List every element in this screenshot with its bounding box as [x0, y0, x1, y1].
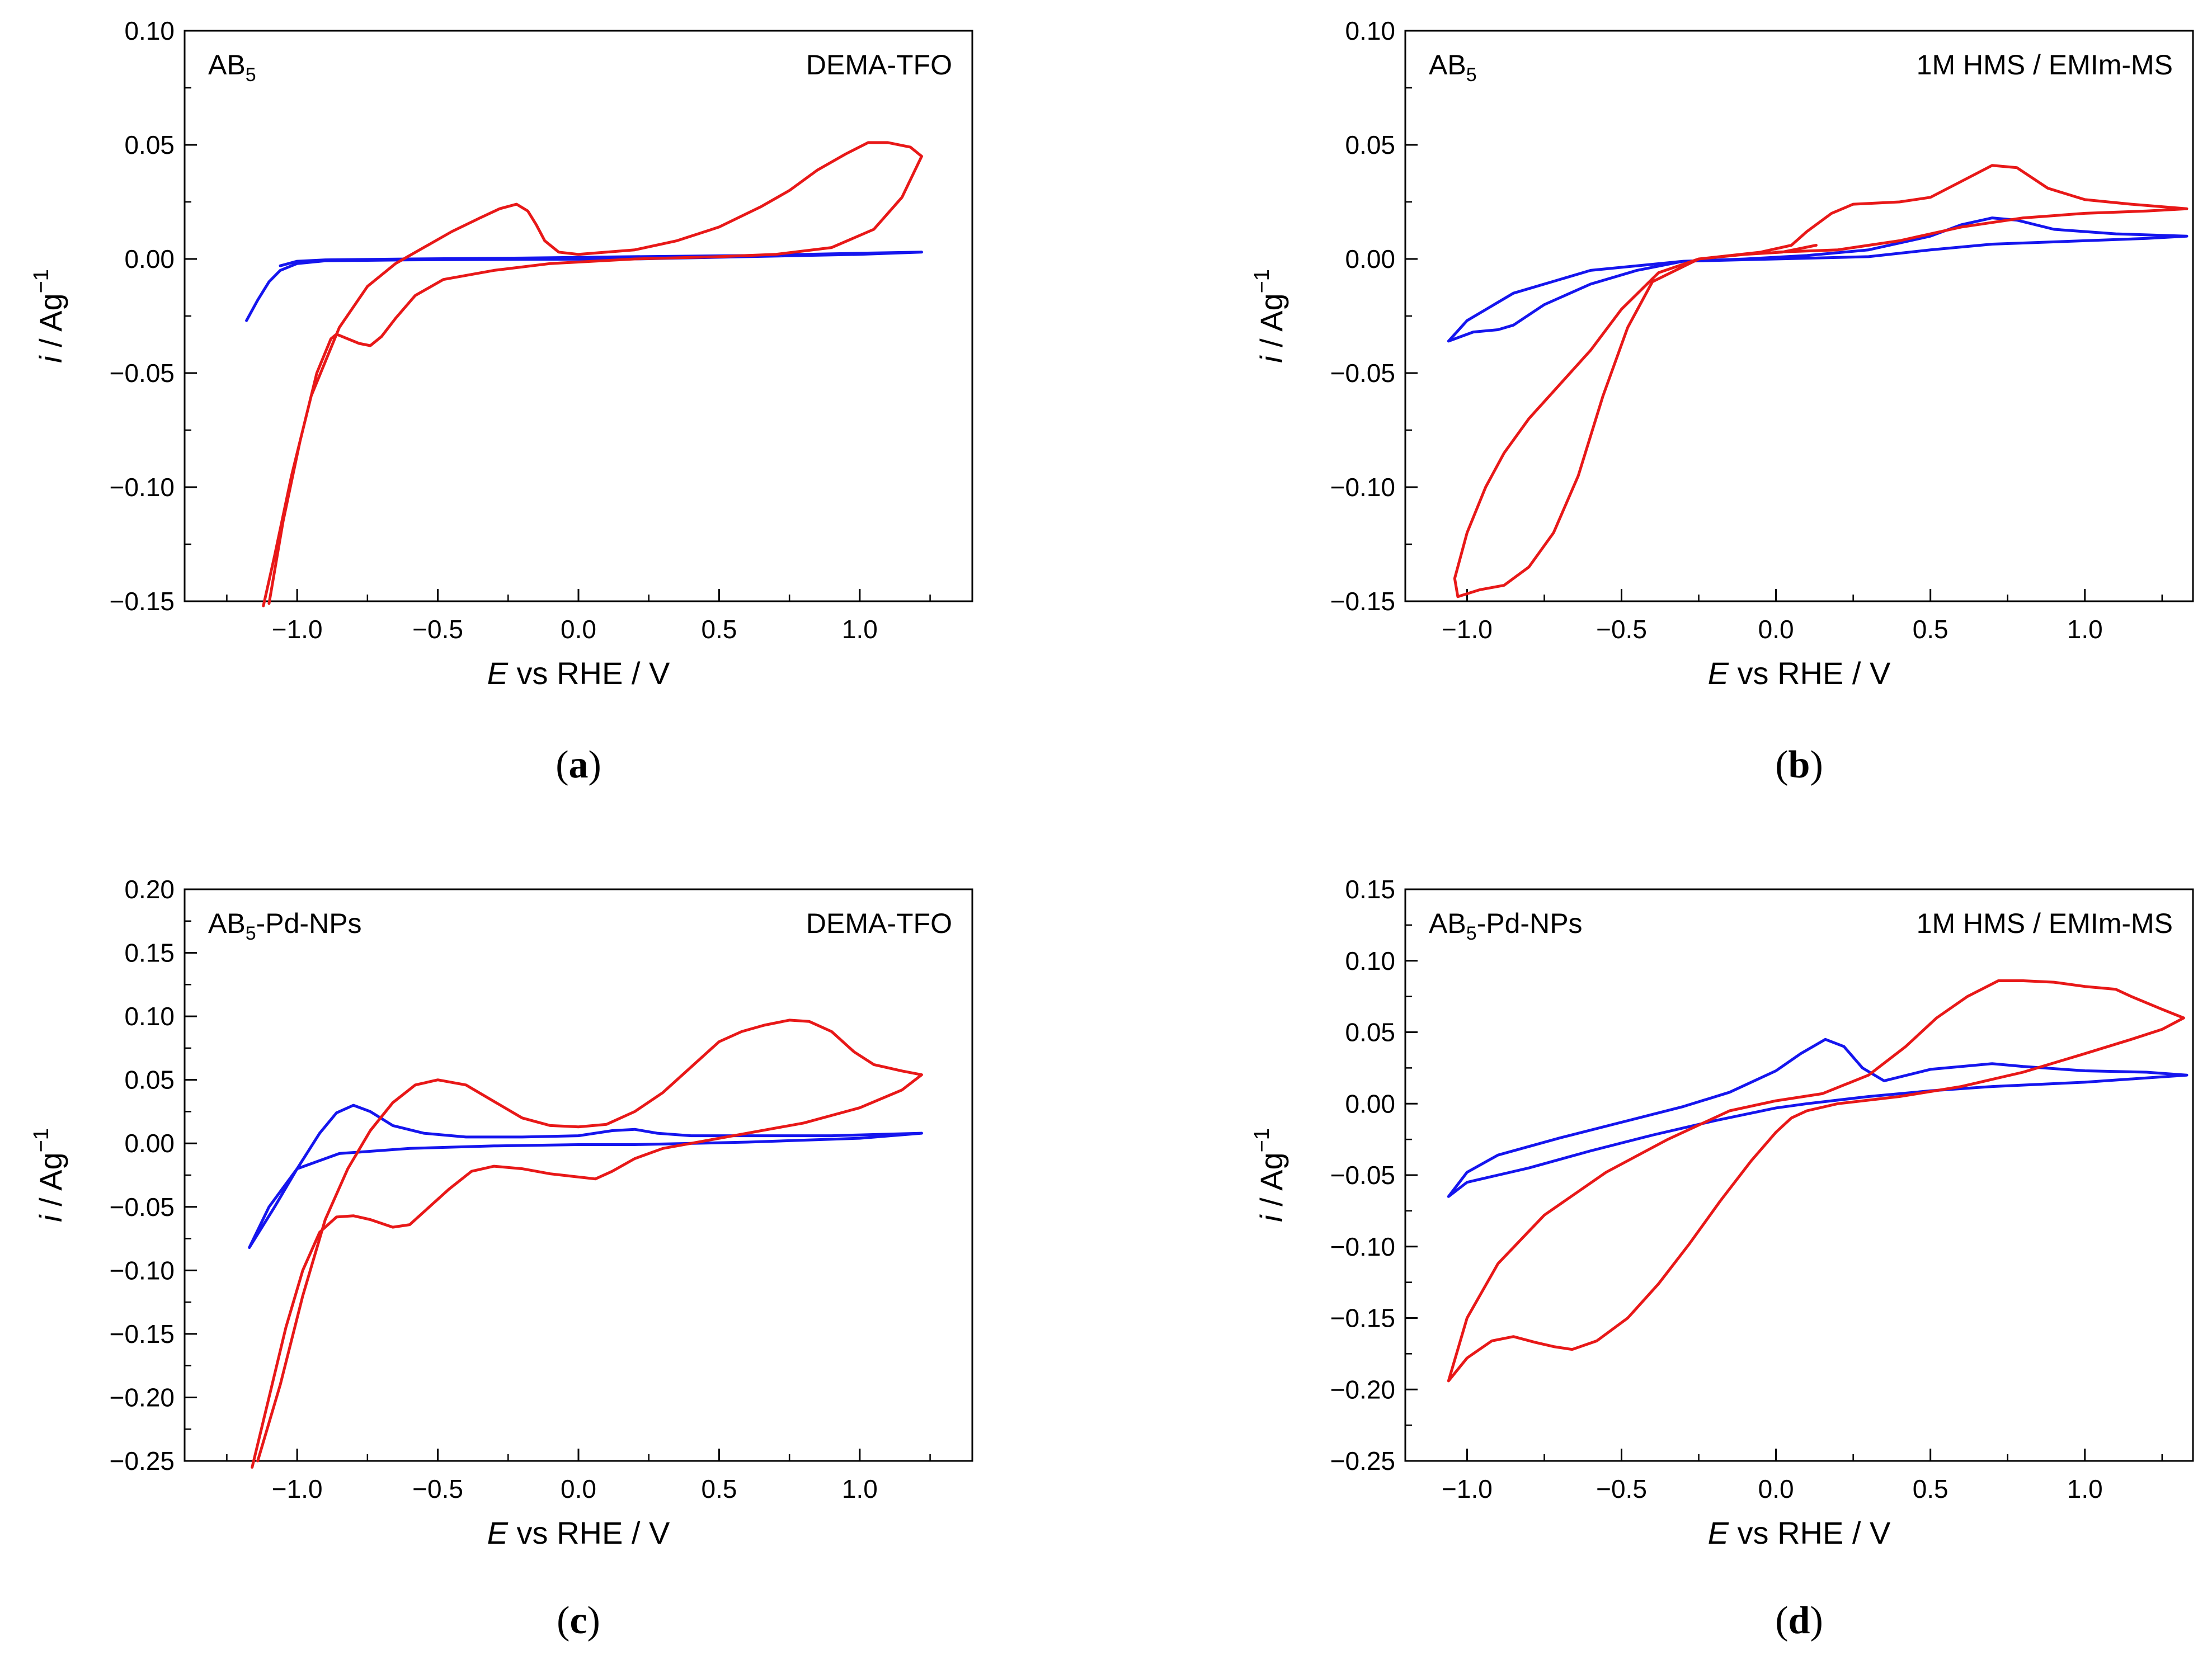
- panel-caption: (b): [1775, 743, 1823, 786]
- x-tick-label: 0.0: [561, 615, 596, 644]
- x-tick-label: 1.0: [2067, 1474, 2103, 1503]
- y-axis-label: i / Ag−1: [1250, 1128, 1289, 1222]
- y-tick-label: 0.00: [124, 244, 175, 274]
- x-axis-label: E vs RHE / V: [1708, 656, 1891, 691]
- y-tick-label: 0.10: [124, 16, 175, 45]
- x-tick-label: 0.0: [1758, 1474, 1794, 1503]
- y-tick-label: 0.15: [1345, 875, 1395, 904]
- panel-caption: (c): [557, 1599, 600, 1642]
- y-tick-label: 0.10: [1345, 946, 1395, 975]
- x-tick-label: 0.5: [701, 1474, 737, 1503]
- y-tick-label: −0.20: [1330, 1375, 1395, 1404]
- x-tick-label: −0.5: [412, 1474, 463, 1503]
- series-line-blue: [248, 1104, 923, 1249]
- panel-c: −0.25 −0.20 −0.15 −0.10 −0.05 0.00 0.05 0.10 0.1…: [30, 875, 973, 1642]
- y-tick-label: 0.00: [124, 1129, 175, 1158]
- panel-title-left: AB5: [208, 49, 256, 86]
- series-line-red: [1447, 979, 2185, 1383]
- series-line-blue: [1447, 1038, 2189, 1198]
- y-tick-label: −0.05: [110, 359, 175, 388]
- y-tick-label: −0.05: [1330, 359, 1395, 388]
- y-tick-label: −0.05: [1330, 1161, 1395, 1190]
- x-tick-label: 1.0: [842, 1474, 878, 1503]
- y-tick-label: −0.25: [110, 1446, 175, 1475]
- y-axis-label: i / Ag−1: [30, 1128, 68, 1222]
- x-tick-label: 0.5: [1913, 615, 1949, 644]
- series-line-blue: [1447, 216, 2189, 343]
- panel-d: −0.25 −0.20 −0.15 −0.10 −0.05 0.00 0.05 0.10 0.1…: [1250, 875, 2194, 1642]
- panel-title-left: AB5: [1429, 49, 1477, 86]
- x-tick-label: −1.0: [272, 615, 323, 644]
- series-line-red: [262, 141, 923, 607]
- panel-a: −0.15 −0.10 −0.05 0.00 0.05 0.10 −1.0 −0.5 0.0 0.…: [30, 16, 973, 786]
- x-tick-label: 0.5: [1913, 1474, 1949, 1503]
- y-tick-label: 0.05: [124, 1065, 175, 1095]
- panel-title-left: AB5-Pd-NPs: [208, 908, 362, 944]
- plot-frame: [1404, 30, 2194, 602]
- y-tick-label: 0.10: [1345, 16, 1395, 45]
- panel-b: −0.15 −0.10 −0.05 0.00 0.05 0.10 −1.0 −0.5 0.0 0.…: [1250, 16, 2194, 786]
- x-tick-label: 1.0: [2067, 615, 2103, 644]
- x-axis-label: E vs RHE / V: [487, 1515, 670, 1550]
- y-tick-label: −0.20: [110, 1383, 175, 1412]
- y-tick-label: 0.00: [1345, 1089, 1395, 1118]
- panel-title-right: DEMA-TFO: [806, 49, 952, 81]
- plot-frame: [183, 30, 973, 602]
- y-tick-label: −0.15: [110, 1319, 175, 1348]
- y-tick-label: −0.10: [110, 473, 175, 502]
- x-tick-label: −0.5: [1596, 1474, 1647, 1503]
- y-axis-label: i / Ag−1: [30, 269, 68, 363]
- plot-frame: [183, 888, 973, 1462]
- panel-title-right: DEMA-TFO: [806, 908, 952, 939]
- panel-title-left: AB5-Pd-NPs: [1429, 908, 1583, 944]
- y-tick-label: −0.10: [1330, 473, 1395, 502]
- y-tick-label: 0.20: [124, 875, 175, 904]
- x-axis-label: E vs RHE / V: [1708, 1515, 1891, 1550]
- plot-frame: [1404, 888, 2194, 1462]
- x-tick-label: 1.0: [842, 615, 878, 644]
- x-tick-label: 0.5: [701, 615, 737, 644]
- y-tick-label: −0.25: [1330, 1446, 1395, 1475]
- y-tick-label: −0.05: [110, 1192, 175, 1222]
- y-tick-label: 0.00: [1345, 244, 1395, 274]
- panel-caption: (a): [556, 743, 601, 786]
- panel-title-right: 1M HMS / EMIm-MS: [1917, 49, 2173, 81]
- y-tick-label: 0.05: [1345, 130, 1395, 159]
- x-axis-label: E vs RHE / V: [487, 656, 670, 691]
- y-tick-label: 0.10: [124, 1002, 175, 1031]
- series-line-red: [251, 1019, 923, 1469]
- y-tick-label: −0.10: [110, 1256, 175, 1285]
- x-tick-label: 0.0: [561, 1474, 596, 1503]
- x-tick-label: −1.0: [1442, 615, 1493, 644]
- y-tick-label: −0.15: [1330, 1304, 1395, 1333]
- series-line-blue: [245, 251, 923, 322]
- y-tick-label: −0.15: [1330, 587, 1395, 616]
- y-tick-label: −0.15: [110, 587, 175, 616]
- series-line-red: [1453, 164, 2189, 598]
- panel-caption: (d): [1775, 1599, 1823, 1642]
- y-tick-label: 0.05: [124, 130, 175, 159]
- x-tick-label: −1.0: [272, 1474, 323, 1503]
- x-tick-label: −1.0: [1442, 1474, 1493, 1503]
- x-tick-label: −0.5: [1596, 615, 1647, 644]
- panel-title-right: 1M HMS / EMIm-MS: [1917, 908, 2173, 939]
- y-tick-label: 0.15: [124, 939, 175, 968]
- x-tick-label: 0.0: [1758, 615, 1794, 644]
- x-tick-label: −0.5: [412, 615, 463, 644]
- y-axis-label: i / Ag−1: [1250, 269, 1289, 363]
- y-tick-label: −0.10: [1330, 1232, 1395, 1261]
- y-tick-label: 0.05: [1345, 1018, 1395, 1047]
